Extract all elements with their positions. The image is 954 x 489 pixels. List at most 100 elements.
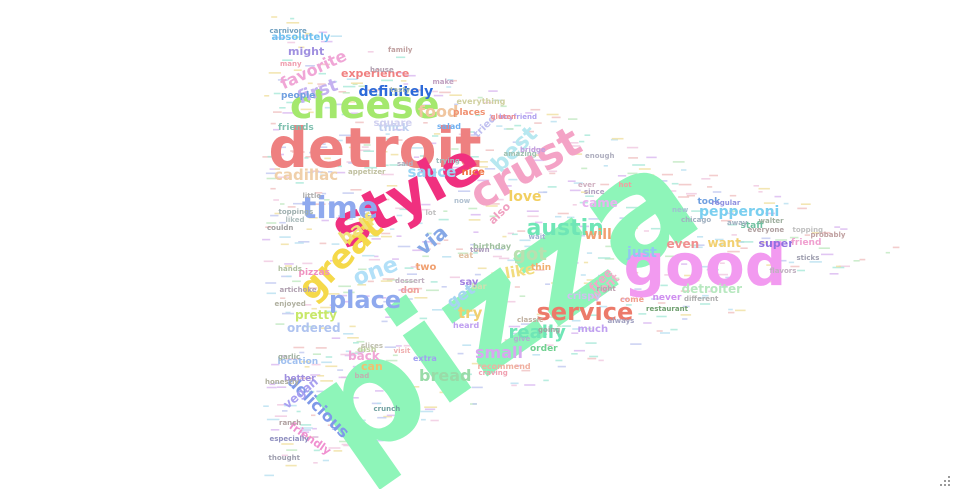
tiny-word-mark	[447, 79, 454, 81]
tiny-word-mark	[315, 192, 323, 194]
tiny-word-mark	[386, 185, 398, 187]
word-salad: salad	[437, 122, 462, 131]
tiny-word-mark	[603, 165, 608, 167]
tiny-word-mark	[502, 235, 507, 238]
tiny-word-mark	[299, 351, 305, 354]
tiny-word-mark	[346, 161, 355, 163]
word-liked: liked	[285, 215, 305, 224]
word-everyone: everyone	[747, 225, 785, 234]
word-crispy: crispy	[567, 291, 601, 302]
tiny-word-mark	[396, 235, 402, 237]
tiny-word-mark	[532, 148, 541, 150]
tiny-word-mark	[364, 166, 378, 169]
tiny-word-mark	[789, 236, 799, 239]
tiny-word-mark	[731, 234, 737, 236]
tiny-word-mark	[287, 206, 296, 208]
tiny-word-mark	[309, 151, 318, 154]
tiny-word-mark	[406, 273, 417, 275]
tiny-word-mark	[358, 268, 367, 271]
tiny-word-mark	[330, 259, 343, 262]
tiny-word-mark	[496, 125, 503, 127]
tiny-word-mark	[384, 346, 396, 348]
tiny-word-mark	[340, 353, 353, 356]
tiny-word-mark	[510, 382, 519, 385]
tiny-word-mark	[357, 419, 366, 422]
tiny-word-mark	[660, 284, 668, 287]
word-restaurant: restaurant	[646, 304, 688, 313]
tiny-word-mark	[312, 427, 317, 430]
tiny-word-mark	[263, 260, 274, 263]
tiny-word-mark	[346, 379, 353, 382]
tiny-word-mark	[628, 157, 638, 159]
word-thought: thought	[268, 453, 300, 462]
tiny-word-mark	[520, 323, 532, 325]
tiny-word-mark	[454, 103, 459, 106]
tiny-word-mark	[350, 215, 356, 218]
tiny-word-mark	[393, 139, 403, 141]
word-bridge: bridge	[520, 145, 546, 154]
word-hands: hands	[278, 264, 302, 273]
tiny-word-mark	[377, 198, 390, 201]
word-little: little	[302, 191, 322, 200]
tiny-word-mark	[306, 228, 312, 230]
tiny-word-mark	[760, 241, 767, 244]
tiny-word-mark	[670, 231, 676, 234]
word-extra: extra	[413, 354, 437, 363]
tiny-word-mark	[471, 362, 482, 365]
tiny-word-mark	[265, 226, 273, 228]
tiny-word-mark	[277, 176, 291, 178]
tiny-word-mark	[599, 208, 605, 211]
tiny-word-mark	[391, 93, 399, 96]
tiny-word-mark	[569, 189, 581, 192]
tiny-word-mark	[514, 124, 522, 127]
tiny-word-mark	[597, 257, 611, 259]
tiny-word-mark	[586, 314, 600, 316]
tiny-word-mark	[729, 210, 736, 212]
word-heard: heard	[453, 321, 480, 330]
tiny-word-mark	[293, 346, 305, 349]
tiny-word-mark	[273, 111, 282, 113]
tiny-word-mark	[340, 218, 354, 220]
resize-grip-icon[interactable]	[940, 476, 950, 486]
tiny-word-mark	[689, 244, 696, 247]
tiny-word-mark	[350, 82, 363, 84]
word-never: never	[652, 292, 682, 303]
tiny-word-mark	[342, 192, 354, 194]
tiny-word-mark	[393, 374, 403, 376]
tiny-word-mark	[339, 134, 352, 137]
tiny-word-mark	[266, 418, 280, 421]
tiny-word-mark	[661, 180, 668, 182]
tiny-word-mark	[670, 328, 678, 331]
tiny-word-mark	[729, 194, 737, 197]
tiny-word-mark	[524, 384, 536, 386]
tiny-word-mark	[553, 288, 560, 290]
tiny-word-mark	[610, 138, 618, 141]
tiny-word-mark	[783, 202, 789, 205]
tiny-word-mark	[403, 344, 412, 347]
tiny-word-mark	[550, 120, 557, 123]
tiny-word-mark	[303, 35, 311, 37]
tiny-word-mark	[343, 444, 352, 447]
tiny-word-mark	[515, 364, 522, 367]
word-even: even	[666, 237, 700, 251]
tiny-word-mark	[421, 418, 426, 421]
word-give: give	[513, 334, 531, 343]
tiny-word-mark	[419, 170, 425, 173]
tiny-word-mark	[386, 279, 398, 281]
word-good: good	[623, 231, 787, 299]
tiny-word-mark	[570, 142, 579, 144]
tiny-word-mark	[343, 291, 355, 294]
tiny-word-mark	[430, 419, 439, 422]
tiny-word-mark	[367, 89, 380, 91]
word-austin: austin	[526, 216, 604, 241]
tiny-word-mark	[524, 263, 532, 265]
tiny-word-mark	[291, 151, 305, 153]
tiny-word-mark	[619, 217, 629, 219]
tiny-word-mark	[740, 247, 748, 249]
tiny-word-mark	[308, 390, 315, 393]
word-try: try	[458, 303, 483, 322]
tiny-word-mark	[543, 379, 549, 382]
tiny-word-mark	[717, 273, 728, 276]
tiny-word-mark	[318, 85, 324, 87]
tiny-word-mark	[282, 59, 293, 61]
